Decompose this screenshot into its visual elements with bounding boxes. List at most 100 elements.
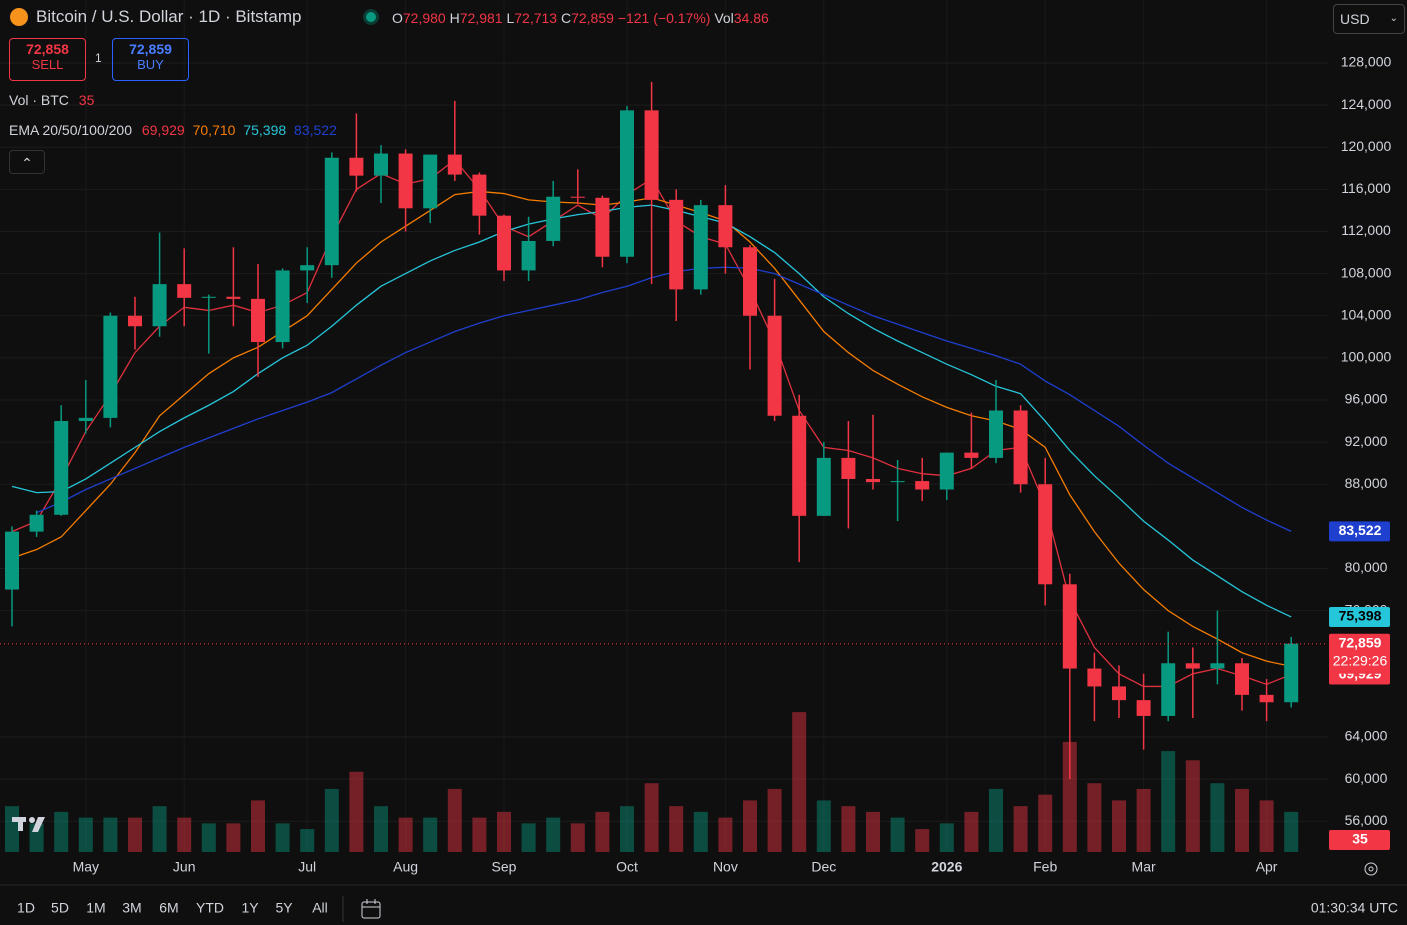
range-button[interactable]: 3M bbox=[122, 900, 141, 916]
volume-bar bbox=[1259, 800, 1274, 852]
range-button[interactable]: 5Y bbox=[275, 900, 293, 916]
candle-body bbox=[54, 421, 69, 515]
range-button[interactable]: 1M bbox=[86, 900, 105, 916]
volume-bar bbox=[300, 829, 315, 852]
volume-bar bbox=[447, 788, 462, 852]
range-button[interactable]: 1D bbox=[17, 900, 35, 916]
candle-body bbox=[570, 196, 585, 198]
price-tag-label: 75,398 bbox=[1339, 608, 1382, 624]
candle-body bbox=[497, 215, 511, 271]
volume-value: 35 bbox=[78, 92, 95, 108]
y-tick-label: 104,000 bbox=[1341, 306, 1392, 322]
candle-body bbox=[620, 110, 634, 257]
volume-bar bbox=[743, 800, 757, 852]
candle-body bbox=[447, 154, 462, 175]
toolbar-bg bbox=[0, 885, 1407, 925]
price-tag-label: 72,859 bbox=[1339, 634, 1382, 650]
volume-bar bbox=[177, 817, 192, 852]
x-tick-label: Oct bbox=[616, 859, 638, 875]
y-tick-label: 100,000 bbox=[1341, 349, 1392, 365]
volume-bar bbox=[669, 806, 684, 852]
volume-bar bbox=[423, 817, 438, 852]
volume-legend: Vol · BTC 35 bbox=[9, 92, 94, 108]
candle-body bbox=[1161, 663, 1176, 716]
sell-button[interactable]: 72,858 SELL bbox=[9, 38, 86, 81]
candle-body bbox=[1013, 410, 1028, 485]
ohlc-value: 72,713 bbox=[514, 10, 558, 26]
settings-icon[interactable] bbox=[1364, 862, 1378, 876]
candle-body bbox=[1136, 700, 1151, 716]
currency-select[interactable]: USD ⌄ bbox=[1333, 4, 1405, 34]
volume-bar bbox=[792, 712, 807, 852]
volume-bar bbox=[644, 783, 659, 852]
candle-body bbox=[472, 174, 487, 216]
range-button[interactable]: All bbox=[312, 900, 328, 916]
symbol[interactable]: Bitcoin / U.S. Dollar · 1D · Bitstamp bbox=[36, 7, 302, 26]
sell-label: SELL bbox=[31, 57, 64, 72]
sell-price: 72,858 bbox=[26, 41, 69, 57]
range-button[interactable]: 5D bbox=[51, 900, 69, 916]
ema-value: 69,929 bbox=[141, 122, 185, 138]
candle-body bbox=[324, 157, 339, 266]
collapse-button[interactable]: ⌃ bbox=[9, 150, 45, 174]
range-button[interactable]: 1Y bbox=[241, 900, 259, 916]
volume-bar bbox=[472, 817, 487, 852]
volume-bar bbox=[866, 811, 880, 852]
x-tick-label: 2026 bbox=[931, 859, 962, 875]
volume-bar bbox=[1210, 783, 1225, 852]
volume-bar bbox=[521, 823, 536, 852]
y-tick-label: 116,000 bbox=[1341, 180, 1391, 196]
ema-name: EMA 20/50/100/200 bbox=[9, 122, 132, 138]
ohlc-key: L bbox=[506, 10, 515, 26]
volume-bar bbox=[693, 811, 708, 852]
volume-bar bbox=[201, 823, 216, 852]
btc-icon bbox=[10, 8, 28, 26]
range-button[interactable]: YTD bbox=[196, 900, 224, 916]
countdown: 22:29:26 bbox=[1333, 652, 1388, 668]
volume-bar bbox=[78, 817, 93, 852]
candle-body bbox=[423, 154, 438, 209]
candle-body bbox=[1087, 668, 1102, 687]
y-tick-label: 60,000 bbox=[1345, 770, 1388, 786]
ohlc-key: H bbox=[449, 10, 460, 26]
buy-button[interactable]: 72,859 BUY bbox=[112, 38, 189, 81]
x-tick-label: Jun bbox=[173, 859, 196, 875]
candle-body bbox=[1259, 694, 1274, 703]
volume-bar bbox=[841, 806, 856, 852]
x-tick-label: Mar bbox=[1132, 859, 1156, 875]
candle-body bbox=[1038, 484, 1053, 585]
candle-body bbox=[1112, 686, 1126, 701]
x-tick-label: Apr bbox=[1256, 859, 1278, 875]
candle-body bbox=[374, 153, 388, 176]
candle-body bbox=[939, 452, 954, 490]
volume-bar bbox=[816, 800, 831, 852]
x-tick-label: Feb bbox=[1033, 859, 1057, 875]
volume-bar bbox=[1185, 760, 1200, 852]
candle-body bbox=[201, 296, 216, 298]
ema-line bbox=[36, 266, 1292, 532]
candle-body bbox=[595, 197, 610, 257]
candle-body bbox=[275, 270, 290, 343]
ohlc-key: C bbox=[560, 10, 572, 26]
volume-bar bbox=[595, 811, 610, 852]
range-button[interactable]: 6M bbox=[159, 900, 178, 916]
volume-name: Vol · BTC bbox=[9, 92, 69, 108]
y-tick-label: 124,000 bbox=[1341, 96, 1392, 112]
ohlc-value: 72,981 bbox=[459, 10, 503, 26]
candle-body bbox=[890, 481, 905, 483]
ohlc-key: O bbox=[392, 10, 403, 26]
ohlc-value: 72,859 bbox=[571, 10, 614, 26]
candle-body bbox=[669, 199, 684, 290]
candle-body bbox=[1210, 663, 1225, 669]
calendar-icon[interactable] bbox=[361, 899, 381, 919]
volume-bar bbox=[767, 788, 782, 852]
volume-bar bbox=[1284, 811, 1299, 852]
x-tick-label: Jul bbox=[298, 859, 316, 875]
ema-value: 83,522 bbox=[294, 122, 337, 138]
volume-bar bbox=[374, 806, 388, 852]
volume-bar bbox=[103, 817, 118, 852]
x-tick-label: Nov bbox=[713, 859, 738, 875]
volume-bar bbox=[718, 817, 733, 852]
